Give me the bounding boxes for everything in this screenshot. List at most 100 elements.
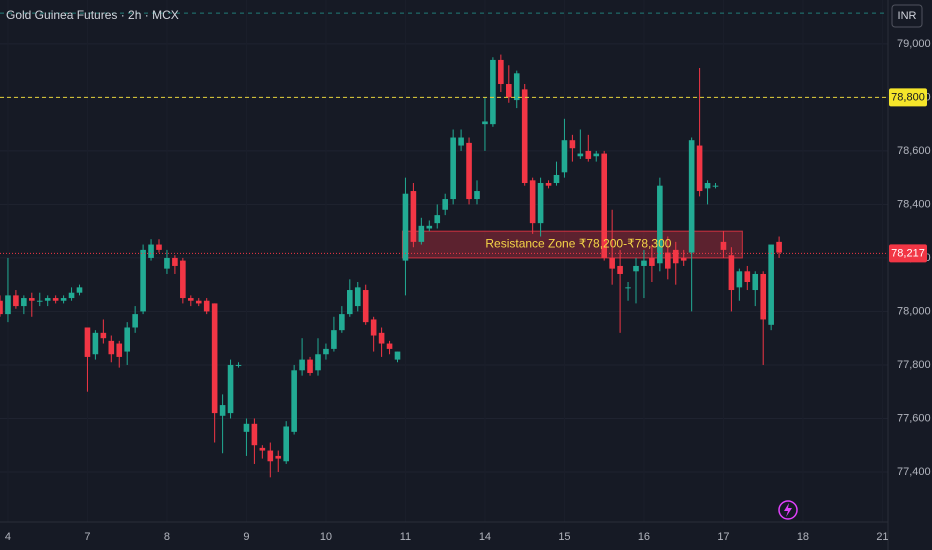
alert-icon[interactable] [778,500,798,520]
candle-body [259,447,266,451]
candle-body [633,265,639,272]
candle-body [76,287,83,293]
candle-body [235,364,242,366]
x-tick-label: 11 [400,531,411,543]
x-tick-label: 15 [558,531,570,543]
currency-box[interactable] [891,4,923,28]
price-label: 78,800 [891,91,925,103]
candle-body [386,343,393,349]
candle-body [657,185,663,264]
candle-body [418,225,425,242]
candle-body [752,273,759,291]
candle-body [450,137,456,200]
plot: Resistance Zone ₹78,200-₹78,300 [0,12,888,478]
candle-body [36,300,43,302]
candle-body [156,244,162,250]
candle-body [275,455,282,459]
candle-body [116,343,123,357]
candle-body [307,359,313,373]
x-tick-label: 14 [479,531,491,543]
candle-body [482,121,488,125]
candle-body [108,340,115,355]
candle-body [609,257,615,269]
candle-body [593,153,600,157]
chart-title: Gold Guinea Futures · 2h · MCX [6,8,179,22]
candle-body [625,287,631,289]
candle-body [744,271,751,283]
candle-body [44,298,51,301]
x-tick-label: 9 [243,531,249,543]
candle-body [227,364,234,414]
y-tick-label: 79,000 [897,38,931,50]
candle-body [180,260,186,299]
y-tick-label: 77,600 [897,412,931,424]
candle-body [251,423,258,446]
candle-body [553,174,560,184]
y-tick-label: 77,800 [897,359,931,371]
candle-body [490,59,496,125]
candle-body [569,140,576,149]
candle-body [601,153,607,258]
candle-body [736,271,743,288]
candle-body [100,332,107,339]
candle-body [513,73,520,101]
y-tick-label: 77,400 [897,466,931,478]
candle-body [0,300,3,315]
currency[interactable]: INR [898,10,917,22]
x-tick-label: 21 [876,531,888,543]
candle-body [378,332,385,344]
candle-body [331,330,337,349]
price-label-box [889,244,927,263]
candle-body [466,142,472,200]
candle-body [283,426,289,462]
candle-body [521,89,528,184]
candle-body [561,140,568,173]
candle-body [458,137,464,146]
candle-body [203,300,210,312]
candle-body [84,327,91,357]
candle-body [498,59,504,85]
candle-body [164,257,170,269]
candle-body [768,244,774,325]
candle-body [688,140,695,253]
candle-body [506,84,512,98]
price-label-box [889,88,927,107]
candle-body [649,257,655,266]
candle-body [394,351,401,360]
zone-label: Resistance Zone ₹78,200-₹78,300 [485,237,671,251]
candle-body [315,354,321,371]
candle-body [21,298,27,307]
y-tick-label: 78,000 [897,305,931,317]
candle-body [291,370,297,432]
candle-body [347,290,353,315]
candle-body [362,290,369,323]
y-tick-label: 78,600 [897,145,931,157]
candle-body [124,327,130,352]
candle-body [577,153,584,157]
candle-body [426,225,433,229]
candle-body [195,300,202,304]
candle-body [529,180,536,224]
candle-body [5,295,11,315]
candle-body [760,273,766,320]
candle-body [68,292,75,299]
candle-body [370,319,377,336]
candle-body [545,183,552,186]
candle-body [243,423,250,432]
x-tick-label: 16 [638,531,650,543]
candle-body [585,150,592,159]
candle-body [188,298,194,301]
candle-body [434,215,441,224]
candle-body [267,450,274,462]
candle-body [211,303,218,414]
candle-body [402,193,409,261]
candle-body [712,185,719,187]
x-tick-label: 18 [797,531,809,543]
candle-body [132,314,138,328]
candle-body [29,298,35,301]
candle-body [672,249,679,264]
x-tick-label: 10 [320,531,332,543]
candle-body [219,405,226,416]
candle-body [339,314,345,331]
